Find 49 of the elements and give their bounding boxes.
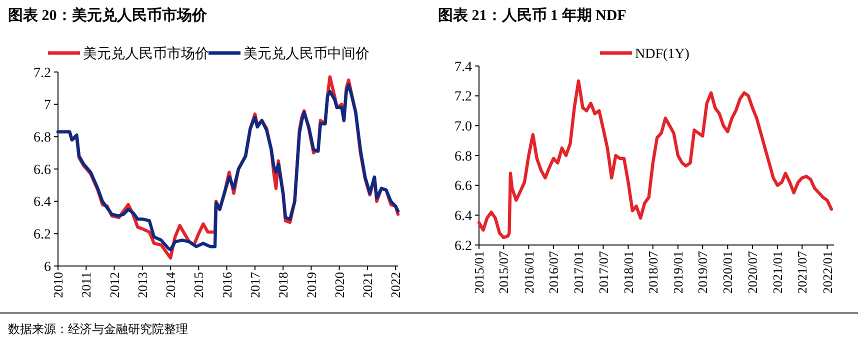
y-tick-label: 7.2: [34, 66, 51, 81]
x-tick-label: 2013: [134, 272, 150, 298]
y-tick-label: 7.2: [454, 90, 472, 105]
x-tick-label: 2012: [106, 272, 122, 298]
source-note: 数据来源：经济与金融研究院整理: [8, 322, 188, 336]
x-tick-label: 2019: [304, 272, 319, 298]
y-tick-label: 7.0: [454, 120, 472, 135]
chart-title: 图表 20：美元兑人民币市场价: [8, 6, 208, 24]
x-tick-label: 2010: [50, 272, 66, 298]
x-tick-label: 2020/07: [744, 250, 760, 294]
y-tick-label: 6.8: [34, 130, 51, 146]
legend-label: 美元兑人民币市场价: [83, 46, 209, 62]
legend-label: 美元兑人民币中间价: [244, 46, 370, 62]
x-tick-label: 2018: [276, 272, 291, 298]
chart-title: 图表 21：人民币 1 年期 NDF: [438, 7, 626, 24]
y-tick-label: 6.4: [34, 195, 51, 210]
y-tick-label: 6.2: [34, 228, 51, 243]
y-tick-label: 6.4: [454, 209, 472, 224]
x-tick-label: 2019/07: [695, 250, 710, 294]
x-tick-label: 2018/01: [620, 251, 636, 294]
x-tick-label: 2011: [78, 272, 94, 298]
x-tick-label: 2022/01: [820, 251, 835, 294]
x-tick-label: 2018/07: [645, 250, 660, 294]
x-tick-label: 2015/01: [472, 251, 487, 294]
y-tick-label: 6: [44, 260, 51, 275]
x-tick-label: 2016/07: [546, 250, 562, 294]
x-tick-label: 2015/07: [496, 250, 512, 294]
x-tick-label: 2020/01: [720, 251, 736, 294]
y-tick-label: 6.6: [454, 179, 472, 194]
x-tick-label: 2014: [163, 272, 178, 298]
x-tick-label: 2017: [248, 272, 263, 298]
x-tick-label: 2021: [360, 272, 376, 298]
x-tick-label: 2020: [332, 272, 347, 298]
y-tick-label: 7.4: [454, 60, 472, 75]
x-tick-label: 2016/01: [521, 251, 536, 294]
x-tick-label: 2015: [191, 272, 206, 298]
x-tick-label: 2017/01: [571, 251, 586, 294]
legend-label: NDF(1Y): [635, 47, 690, 62]
x-tick-label: 2019/01: [670, 251, 686, 294]
y-tick-label: 6.8: [454, 149, 472, 164]
x-tick-label: 2021/07: [794, 250, 810, 294]
y-tick-label: 6.6: [34, 162, 51, 178]
x-tick-label: 2017/07: [596, 250, 611, 294]
y-tick-label: 6.2: [454, 238, 472, 254]
x-tick-label: 2021/01: [770, 251, 786, 294]
x-tick-label: 2022: [388, 272, 404, 298]
line-series: [477, 79, 834, 240]
x-tick-label: 2016: [219, 272, 234, 298]
y-tick-label: 7: [44, 98, 51, 114]
